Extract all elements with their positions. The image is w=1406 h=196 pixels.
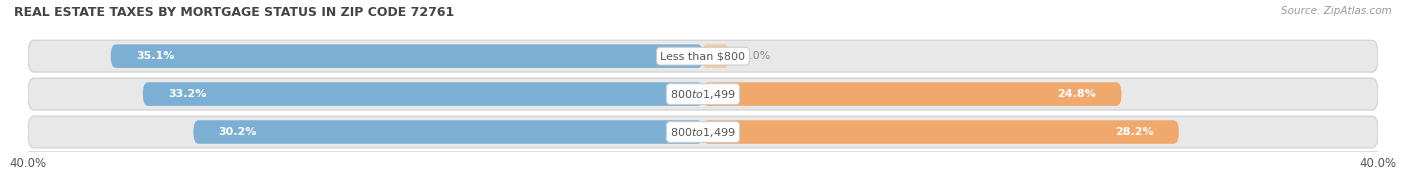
Text: 0.0%: 0.0% [742,51,770,61]
Text: 30.2%: 30.2% [219,127,257,137]
Text: 33.2%: 33.2% [169,89,207,99]
FancyBboxPatch shape [28,40,1378,72]
Text: REAL ESTATE TAXES BY MORTGAGE STATUS IN ZIP CODE 72761: REAL ESTATE TAXES BY MORTGAGE STATUS IN … [14,6,454,19]
FancyBboxPatch shape [28,78,1378,110]
FancyBboxPatch shape [703,120,1178,144]
Text: Source: ZipAtlas.com: Source: ZipAtlas.com [1281,6,1392,16]
FancyBboxPatch shape [143,82,703,106]
Text: 28.2%: 28.2% [1115,127,1153,137]
Text: 35.1%: 35.1% [136,51,174,61]
Text: 24.8%: 24.8% [1057,89,1097,99]
FancyBboxPatch shape [703,44,728,68]
Text: $800 to $1,499: $800 to $1,499 [671,88,735,101]
Text: $800 to $1,499: $800 to $1,499 [671,125,735,139]
Text: Less than $800: Less than $800 [661,51,745,61]
FancyBboxPatch shape [703,82,1122,106]
FancyBboxPatch shape [28,116,1378,148]
FancyBboxPatch shape [194,120,703,144]
FancyBboxPatch shape [111,44,703,68]
